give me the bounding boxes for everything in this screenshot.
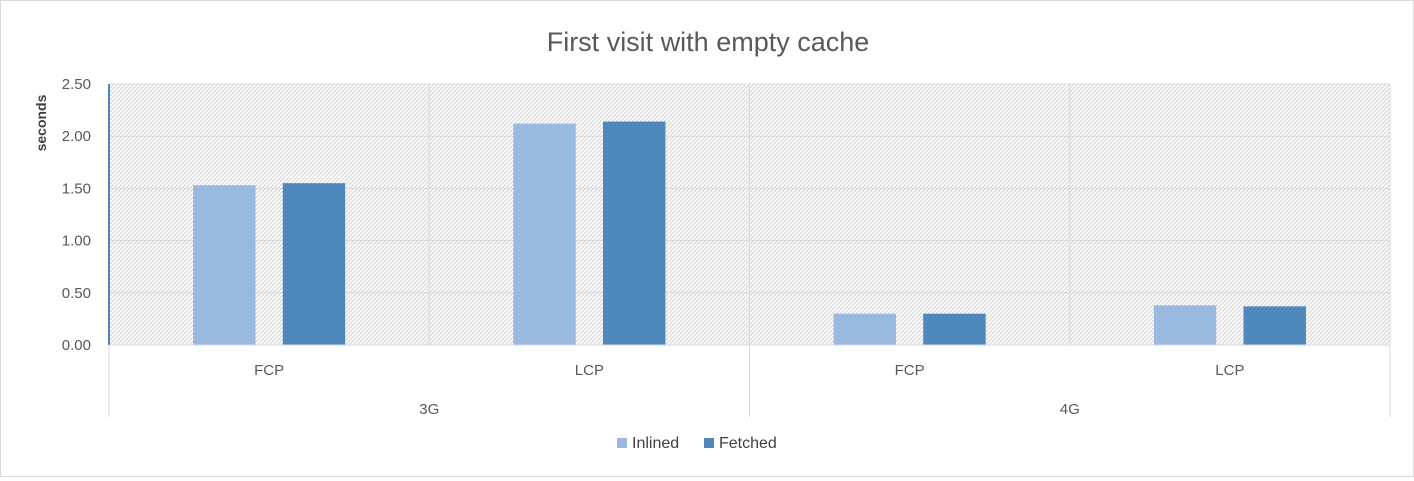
bar-fetched-2 (602, 121, 666, 345)
legend-swatch-fetched (704, 438, 714, 448)
x-category-label: FCP (254, 362, 284, 379)
bar-inlined-4 (1153, 305, 1217, 345)
x-category-label: LCP (575, 362, 604, 379)
legend-label-fetched: Fetched (719, 435, 777, 452)
bar-fetched-1 (282, 183, 346, 345)
legend-label-inlined: Inlined (632, 435, 679, 452)
chart-title: First visit with empty cache (547, 27, 870, 57)
y-axis-tick-labels: 0.00 0.50 1.00 1.50 2.00 2.50 (62, 76, 91, 354)
x-category-label: FCP (895, 362, 925, 379)
bar-inlined-1 (193, 185, 256, 345)
y-axis-label: seconds (33, 94, 49, 151)
x-group-label: 3G (419, 401, 439, 418)
legend: Inlined Fetched (617, 435, 777, 452)
y-tick-label: 2.50 (62, 76, 91, 93)
bar-fetched-4 (1243, 306, 1306, 345)
y-tick-label: 2.00 (62, 128, 91, 145)
x-group-label: 4G (1060, 401, 1080, 418)
bar-inlined-2 (513, 123, 576, 345)
x-axis: FCP LCP FCP LCP 3G 4G (108, 84, 1391, 418)
y-tick-label: 1.50 (62, 180, 91, 197)
y-tick-label: 0.00 (62, 337, 91, 354)
y-tick-label: 1.00 (62, 233, 91, 250)
x-category-label: LCP (1215, 362, 1244, 379)
legend-swatch-inlined (617, 438, 627, 448)
bars (193, 121, 1306, 345)
bar-fetched-3 (923, 313, 986, 345)
y-tick-label: 0.50 (62, 285, 91, 302)
bar-inlined-3 (833, 313, 897, 345)
